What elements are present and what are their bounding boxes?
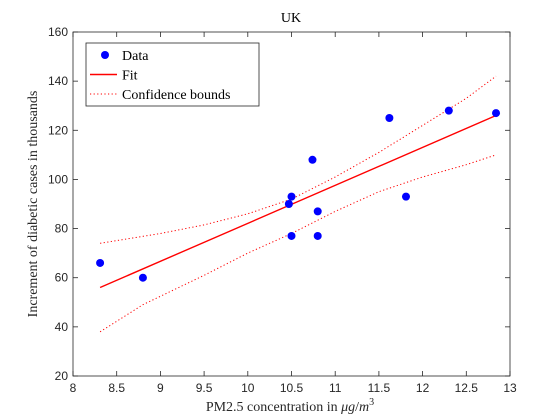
x-axis-unit-slash: /	[355, 400, 359, 415]
x-tick-label: 8	[70, 381, 77, 395]
legend-label: Data	[122, 49, 149, 64]
x-axis-unit-m: m	[359, 400, 369, 415]
legend: Data Fit Confidence bounds	[85, 42, 260, 107]
data-point	[313, 231, 322, 240]
data-point	[284, 200, 293, 208]
chart-title: UK	[281, 11, 301, 26]
x-tick-label: 9	[157, 381, 164, 395]
x-tick-label: 12.5	[455, 381, 479, 395]
data-point	[313, 207, 322, 216]
data-point	[492, 109, 501, 118]
legend-marker-data	[101, 51, 109, 59]
legend-label: Fit	[122, 69, 138, 84]
x-tick-label: 10.5	[280, 381, 304, 395]
data-point	[308, 155, 317, 164]
fit-line	[99, 114, 497, 289]
series-layer	[96, 75, 501, 333]
x-axis-label: PM2.5 concentration in μg/m3	[206, 397, 374, 415]
y-tick-label: 120	[48, 123, 68, 137]
x-axis: 8 8.5 9 9.5 10 10.5 11 11.5 12 12.5 13	[70, 32, 517, 395]
x-axis-label-text: PM2.5 concentration in	[206, 400, 341, 415]
data-point	[96, 258, 105, 267]
y-axis-label: Increment of diabetic cases in thousands	[26, 91, 41, 318]
data-point	[287, 192, 296, 201]
x-tick-label: 9.5	[196, 381, 213, 395]
legend-label: Confidence bounds	[122, 88, 230, 103]
y-tick-label: 100	[48, 172, 68, 186]
y-tick-label: 20	[55, 369, 69, 383]
y-tick-label: 80	[55, 222, 69, 236]
y-tick-label: 160	[48, 25, 68, 39]
x-axis-unit-g: g	[348, 400, 355, 415]
x-tick-label: 8.5	[108, 381, 125, 395]
y-tick-label: 140	[48, 74, 68, 88]
x-tick-label: 13	[503, 381, 517, 395]
x-tick-label: 10	[241, 381, 255, 395]
x-tick-label: 11.5	[368, 381, 391, 395]
confidence-bound-line	[100, 75, 497, 244]
x-tick-label: 12	[416, 381, 430, 395]
y-tick-label: 60	[55, 271, 69, 285]
data-point	[385, 114, 394, 122]
data-point	[138, 273, 147, 282]
x-axis-unit-exponent: 3	[369, 397, 374, 408]
data-point	[444, 106, 453, 115]
data-point	[401, 192, 410, 201]
x-tick-label: 11	[329, 381, 342, 395]
x-axis-unit-mu: μ	[340, 400, 348, 415]
y-axis: 20 40 60 80 100 120 140 160	[48, 25, 510, 383]
data-point	[287, 231, 296, 240]
y-tick-label: 40	[55, 320, 69, 334]
